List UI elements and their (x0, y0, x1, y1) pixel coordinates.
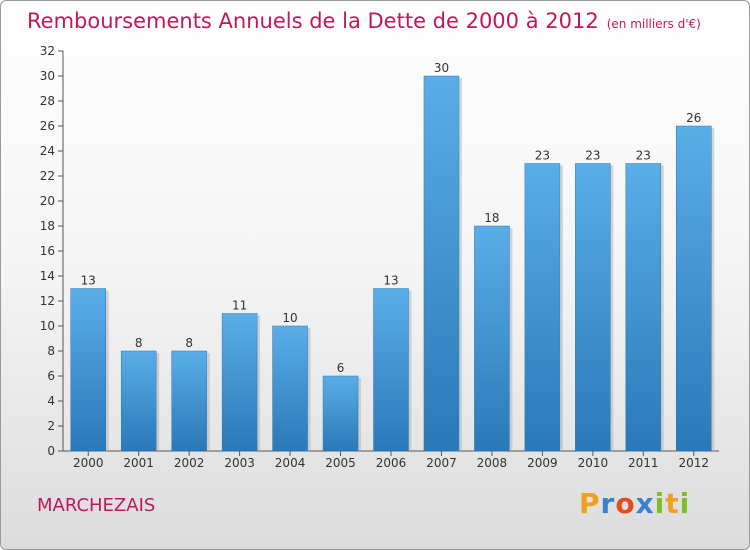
y-tick-label: 20 (40, 194, 55, 208)
bar-2007 (423, 75, 460, 452)
y-tick-label: 30 (40, 69, 55, 83)
data-label-2011: 23 (636, 149, 651, 163)
data-label-2007: 30 (434, 61, 449, 75)
data-label-2012: 26 (686, 111, 701, 125)
x-tick-label: 2000 (73, 456, 104, 470)
x-tick-label: 2009 (527, 456, 558, 470)
y-tick-label: 26 (40, 119, 55, 133)
data-label-2006: 13 (383, 274, 398, 288)
data-label-2002: 8 (185, 336, 193, 350)
x-tick-label: 2001 (123, 456, 154, 470)
x-axis: 2000 2001 2002 2003 2004 2005 2006 2007 2008 2009… (63, 450, 719, 470)
x-tick-label: 2004 (275, 456, 306, 470)
bar-2008 (474, 225, 510, 452)
y-tick-label: 24 (40, 144, 55, 158)
x-tick-label: 2012 (678, 456, 709, 470)
y-tick-label: 4 (47, 394, 55, 408)
y-tick-label: 10 (40, 319, 55, 333)
data-label-2009: 23 (535, 149, 550, 163)
bar-2009 (524, 163, 561, 452)
data-labels: 13 8 8 11 10 6 13 30 18 23 23 23 26 (81, 61, 702, 375)
x-tick-label: 2005 (325, 456, 356, 470)
y-tick-label: 8 (47, 344, 55, 358)
x-tick-label: 2007 (426, 456, 457, 470)
bar-2000 (70, 288, 106, 452)
bars (70, 75, 715, 452)
chart-title-text: Remboursements Annuels de la Dette de 20… (27, 9, 599, 33)
x-tick-label: 2011 (628, 456, 659, 470)
x-tick-label: 2006 (376, 456, 407, 470)
x-tick-label: 2003 (224, 456, 255, 470)
y-tick-label: 12 (40, 294, 55, 308)
data-label-2003: 11 (232, 299, 247, 313)
bar-2003 (221, 313, 258, 452)
y-tick-label: 22 (40, 169, 55, 183)
data-label-2008: 18 (484, 211, 499, 225)
x-tick-label: 2010 (578, 456, 609, 470)
y-tick-label: 16 (40, 244, 55, 258)
bar-2002 (171, 350, 207, 452)
data-label-2005: 6 (337, 361, 345, 375)
bar-2012 (676, 125, 712, 452)
bar-2004 (272, 325, 308, 452)
bar-2005 (322, 375, 359, 452)
bar-2010 (575, 163, 611, 452)
data-label-2004: 10 (282, 311, 297, 325)
y-tick-label: 14 (40, 269, 55, 283)
y-tick-label: 32 (40, 44, 55, 58)
y-tick-label: 0 (47, 444, 55, 458)
y-tick-label: 28 (40, 94, 55, 108)
x-tick-label: 2008 (477, 456, 508, 470)
y-tick-label: 18 (40, 219, 55, 233)
data-label-2000: 13 (81, 274, 96, 288)
bar-2001 (120, 350, 157, 452)
place-name: MARCHEZAIS (37, 495, 156, 516)
data-label-2001: 8 (135, 336, 143, 350)
chart-unit: (en milliers d'€) (606, 17, 701, 31)
y-tick-label: 2 (47, 419, 55, 433)
x-tick-label: 2002 (174, 456, 205, 470)
bar-2006 (373, 288, 409, 452)
data-label-2010: 23 (585, 149, 600, 163)
y-tick-label: 6 (47, 369, 55, 383)
proxiti-logo: Proxiti (579, 487, 691, 520)
chart-title: Remboursements Annuels de la Dette de 20… (27, 9, 701, 33)
bar-2011 (625, 163, 662, 452)
